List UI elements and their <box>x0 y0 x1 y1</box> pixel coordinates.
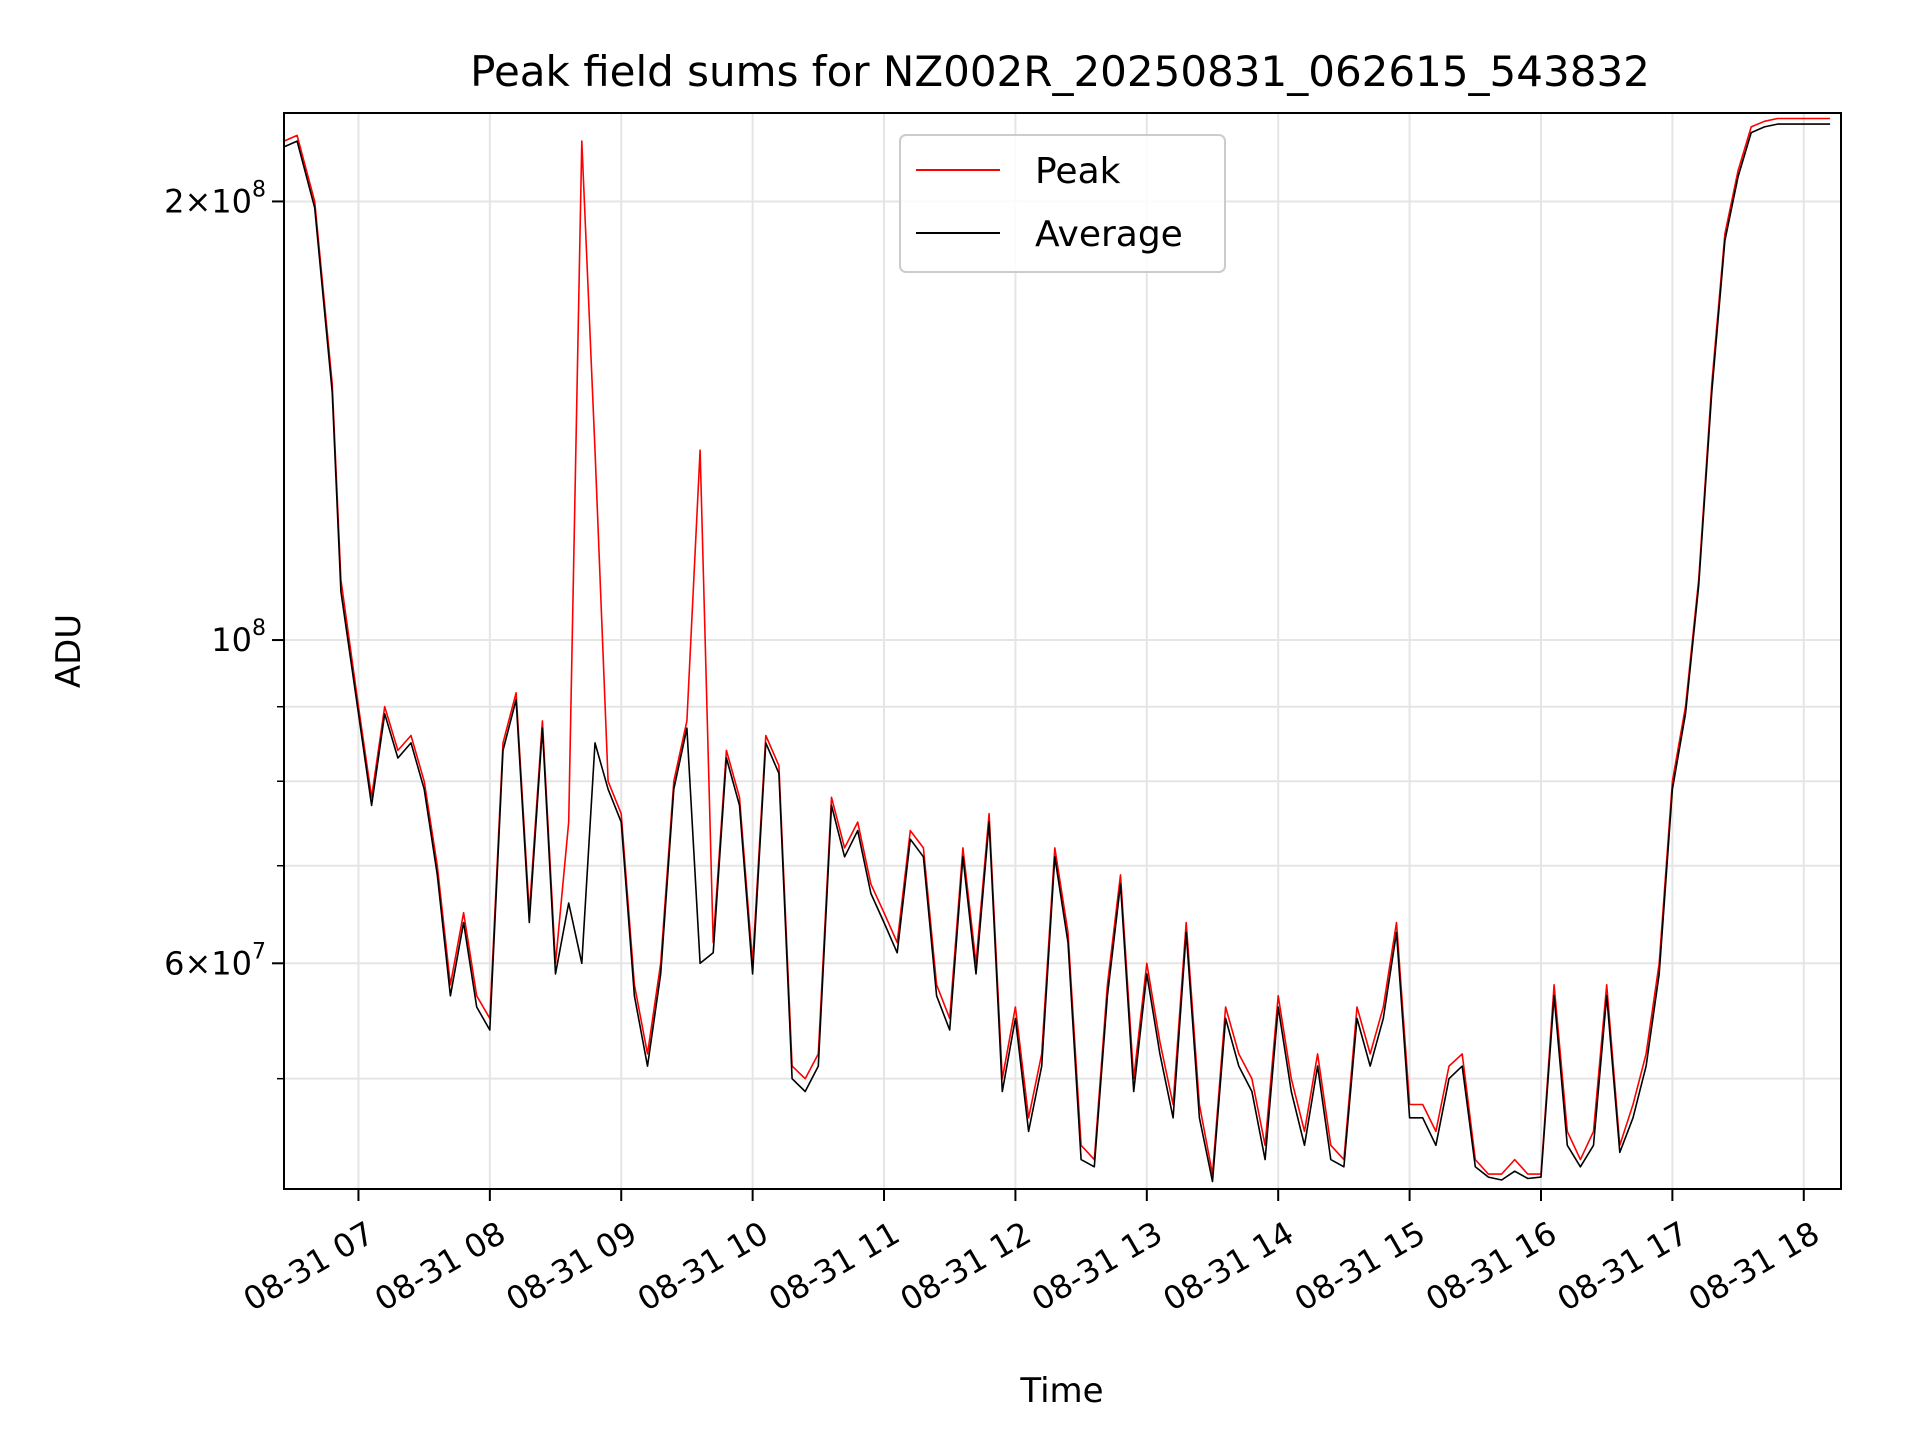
legend-average-label: Average <box>1035 214 1183 255</box>
grid <box>284 113 1841 1189</box>
x-tick-label: 08-31 09 <box>500 1214 644 1319</box>
x-tick-label: 08-31 07 <box>237 1214 381 1319</box>
y-ticks: 6×107 108 2×108 <box>164 177 284 1080</box>
y-tick-label: 108 <box>211 616 266 659</box>
x-tick-label: 08-31 12 <box>894 1214 1038 1319</box>
x-tick-label: 08-31 10 <box>631 1214 775 1319</box>
plot-frame <box>283 112 1842 1190</box>
legend-peak-label: Peak <box>1035 151 1121 192</box>
x-tick-label: 08-31 17 <box>1551 1214 1695 1319</box>
x-axis-label: Time <box>1019 1371 1103 1411</box>
y-tick-label: 6×107 <box>164 939 266 982</box>
x-tick-label: 08-31 15 <box>1288 1214 1432 1319</box>
x-tick-label: 08-31 14 <box>1157 1214 1301 1319</box>
series-line-peak <box>283 117 1831 1175</box>
x-tick-label: 08-31 13 <box>1025 1214 1169 1319</box>
y-axis-label: ADU <box>49 614 89 688</box>
x-tick-label: 08-31 16 <box>1419 1214 1563 1319</box>
x-tick-label: 08-31 08 <box>368 1214 512 1319</box>
x-tick-label: 08-31 11 <box>762 1214 906 1319</box>
series-layer <box>283 117 1831 1183</box>
series-line-average <box>283 123 1831 1183</box>
y-tick-label: 2×108 <box>164 177 266 220</box>
chart-title: Peak field sums for NZ002R_20250831_0626… <box>470 47 1650 96</box>
x-tick-label: 08-31 18 <box>1682 1214 1826 1319</box>
legend: Peak Average <box>899 134 1226 273</box>
